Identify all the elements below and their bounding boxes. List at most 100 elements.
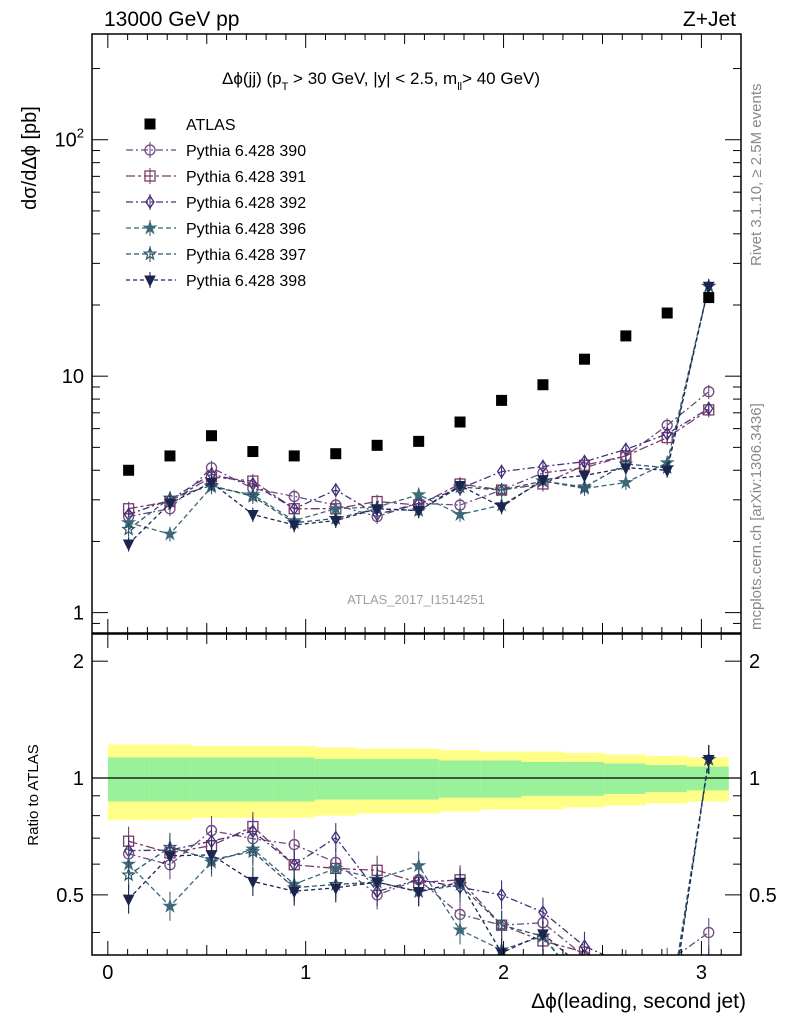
- series-5-point-11: [578, 471, 591, 483]
- series-5-point-1: [164, 498, 176, 511]
- series-5-point-6: [371, 504, 383, 516]
- series-0-point-4: [288, 490, 300, 503]
- series-4-point-9: [494, 482, 509, 497]
- legend-marker-0: [144, 144, 156, 156]
- legend-label-pythia-397: Pythia 6.428 397: [186, 247, 306, 264]
- legend: ATLAS Pythia 6.428 390 Pythia 6.428 391 …: [126, 117, 306, 290]
- legend-marker-atlas: [144, 118, 156, 130]
- series-0-point-14: [703, 386, 715, 398]
- main-y-tick-label-1: 1: [73, 603, 84, 625]
- series-5-point-14: [702, 281, 715, 294]
- series-3-point-1: [162, 526, 178, 541]
- main-y-axis-title: dσ/dΔϕ [pb]: [19, 106, 41, 210]
- legend-label-atlas: ATLAS: [186, 117, 236, 134]
- inner-band-bin-9: [480, 760, 522, 798]
- atlas-data-group: [123, 292, 715, 476]
- ratio-series-group: [120, 744, 717, 1024]
- inner-band-bin-1: [149, 757, 192, 802]
- inner-band-bin-12: [604, 763, 647, 794]
- series-2-point-5: [330, 482, 341, 498]
- legend-marker-2: [145, 194, 155, 210]
- x-tick-label-2: 2: [498, 962, 509, 984]
- ratio-4-point-0: [121, 867, 136, 882]
- ratio-3-point-7: [411, 857, 427, 873]
- series-2-point-11: [579, 454, 590, 469]
- mcplots-reference-label: mcplots.cern.ch [arXiv:1306.3436]: [748, 403, 765, 630]
- ratio-y-tick-label-1: 1: [73, 768, 84, 790]
- series-5-point-2: [205, 478, 218, 490]
- atlas-point-7: [413, 435, 425, 447]
- ratio-2-point-6: [372, 884, 382, 899]
- ratio-3-point-13: [662, 1018, 673, 1024]
- ratio-2-point-12: [622, 958, 630, 970]
- legend-entry-pythia-390: Pythia 6.428 390: [126, 142, 306, 160]
- legend-entry-pythia-396: Pythia 6.428 396: [126, 219, 306, 238]
- ratio-y-tick-label-2: 2: [73, 651, 84, 673]
- legend-entry-pythia-397: Pythia 6.428 397: [126, 246, 306, 264]
- inner-band-bin-4: [273, 757, 316, 802]
- atlas-point-9: [496, 394, 508, 406]
- ratio-5-point-4: [288, 886, 301, 899]
- analysis-label: ATLAS_2017_I1514251: [347, 592, 485, 607]
- legend-label-pythia-398: Pythia 6.428 398: [186, 273, 306, 290]
- header-left-label: 13000 GeV pp: [104, 8, 239, 31]
- ratio-y-tick-label-right-2: 2: [749, 651, 760, 673]
- series-4-point-11: [577, 479, 592, 494]
- legend-label-pythia-390: Pythia 6.428 390: [186, 143, 306, 160]
- atlas-point-1: [164, 450, 176, 462]
- header-right-label: Z+Jet: [683, 8, 736, 31]
- ratio-line-0: [128, 829, 710, 955]
- ratio-3-point-8: [452, 921, 468, 937]
- ratio-y-tick-label-right-1: 1: [749, 768, 760, 790]
- ratio-5-point-7: [412, 887, 425, 899]
- atlas-point-2: [206, 430, 218, 442]
- series-2-point-13: [662, 426, 672, 442]
- x-axis-title: Δϕ(leading, second jet): [531, 990, 746, 1013]
- ratio-5-point-3: [247, 876, 259, 889]
- series-5-point-5: [329, 516, 342, 528]
- ratio-5-point-8: [454, 877, 466, 890]
- ratio-5-point-5: [329, 883, 342, 895]
- inner-band-bin-6: [356, 758, 398, 800]
- ratio-5-point-9: [495, 948, 508, 955]
- ratio-y-tick-label-0-5: 0.5: [56, 885, 84, 907]
- ratio-5-point-14: [702, 754, 715, 767]
- series-2-point-14: [703, 401, 714, 416]
- legend-entry-pythia-391: Pythia 6.428 391: [126, 168, 306, 186]
- inner-band-bin-7: [397, 758, 440, 800]
- series-5-point-12: [620, 463, 632, 475]
- x-tick-label-1: 1: [300, 962, 311, 984]
- legend-label-pythia-392: Pythia 6.428 392: [186, 195, 306, 212]
- legend-label-pythia-396: Pythia 6.428 396: [186, 221, 306, 238]
- ratio-1-point-12: [621, 970, 631, 980]
- atlas-point-11: [578, 353, 590, 365]
- series-5-point-9: [495, 502, 508, 515]
- ratio-0-point-4: [288, 838, 300, 851]
- x-tick-label-3: 3: [696, 962, 707, 984]
- atlas-point-13: [661, 307, 673, 319]
- atlas-point-12: [620, 330, 632, 342]
- main-series-group: [120, 278, 717, 552]
- atlas-point-8: [454, 416, 466, 428]
- inner-band-bin-2: [190, 757, 233, 802]
- atlas-point-0: [123, 464, 135, 476]
- series-4-point-3: [245, 488, 261, 503]
- main-y-tick-label-10: 10: [62, 366, 84, 388]
- series-5-point-0: [122, 539, 135, 552]
- ratio-3-point-12: [620, 1013, 631, 1024]
- ratio-1-point-13: [662, 978, 672, 988]
- series-2-point-12: [621, 442, 631, 457]
- series-5-point-7: [412, 506, 425, 518]
- ratio-4-point-3: [245, 843, 261, 859]
- series-5-point-13: [661, 465, 674, 478]
- inner-band-bin-8: [438, 760, 481, 798]
- ratio-2-point-11: [579, 939, 590, 954]
- ratio-y-tick-label-right-0-5: 0.5: [749, 885, 777, 907]
- series-5-point-8: [454, 480, 466, 493]
- series-3-point-7: [411, 486, 427, 502]
- axes-group: [91, 33, 742, 956]
- series-3-point-8: [452, 506, 468, 522]
- main-panel-frame: [91, 33, 742, 634]
